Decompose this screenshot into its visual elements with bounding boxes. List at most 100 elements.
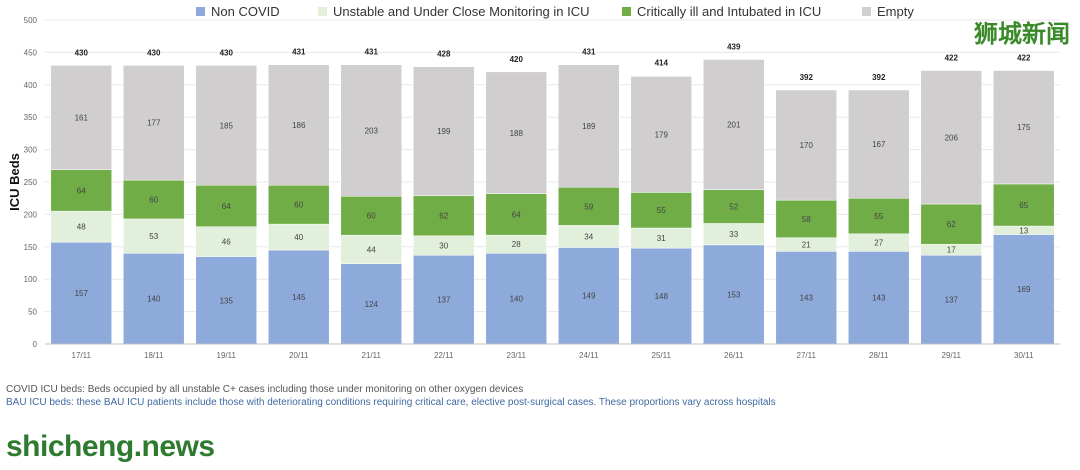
data-label: 27 xyxy=(874,239,883,248)
legend-item-empty: Empty xyxy=(862,4,914,19)
y-tick-label: 150 xyxy=(24,243,38,252)
data-label: 60 xyxy=(149,195,158,204)
data-label: 206 xyxy=(945,133,959,142)
data-label: 33 xyxy=(729,230,738,239)
bar-segment xyxy=(558,64,620,188)
x-tick-label: 17/11 xyxy=(72,351,92,360)
bar-segment xyxy=(485,253,547,345)
bar-segment xyxy=(195,184,257,227)
data-label: 40 xyxy=(294,233,303,242)
data-label: 28 xyxy=(512,240,521,249)
data-label: 65 xyxy=(1019,201,1028,210)
footnote-bau-icu-beds: BAU ICU beds: these BAU ICU patients inc… xyxy=(6,397,776,408)
data-label: 53 xyxy=(149,232,158,241)
legend-label-critical: Critically ill and Intubated in ICU xyxy=(637,4,822,19)
bar-segment xyxy=(558,247,620,345)
bar-segment xyxy=(268,249,330,345)
bar-segment xyxy=(413,66,475,196)
x-tick-label: 20/11 xyxy=(289,351,309,360)
data-label: 64 xyxy=(512,210,521,219)
y-tick-label: 300 xyxy=(24,146,38,155)
bar-segment xyxy=(340,196,402,236)
data-label: 55 xyxy=(874,212,883,221)
legend-swatch-unstable xyxy=(318,7,327,16)
total-label: 439 xyxy=(727,43,741,52)
y-tick-label: 500 xyxy=(24,16,38,25)
bar-segment xyxy=(775,251,837,345)
y-tick-label: 200 xyxy=(24,210,38,219)
icu-beds-chart: 0 50 100 150 200 250 300 350 400 450 500 ICU Beds 15… xyxy=(7,16,1060,360)
bar-segment xyxy=(485,193,547,236)
bar-segment xyxy=(340,64,402,197)
legend-item-non-covid: Non COVID xyxy=(196,4,280,19)
x-tick-label: 30/11 xyxy=(1014,351,1034,360)
total-label: 392 xyxy=(800,73,814,82)
bar-segment xyxy=(123,253,185,345)
y-tick-label: 0 xyxy=(33,340,38,349)
watermark-chinese: 狮城新闻 xyxy=(974,20,1070,48)
legend-item-critical: Critically ill and Intubated in ICU xyxy=(622,4,821,19)
bar-segment xyxy=(775,199,837,238)
data-label: 157 xyxy=(75,289,89,298)
bar-segment xyxy=(340,263,402,345)
total-label: 431 xyxy=(292,48,306,57)
bar-segment xyxy=(920,254,982,345)
watermark-shicheng-news: shicheng.news xyxy=(6,430,215,463)
data-label: 143 xyxy=(872,294,886,303)
data-label: 13 xyxy=(1019,226,1028,235)
bar-segment xyxy=(485,71,547,194)
bar-segment xyxy=(340,234,402,264)
legend-swatch-empty xyxy=(862,7,871,16)
bar-segment xyxy=(920,203,982,245)
bar-segment xyxy=(920,70,982,205)
data-label: 21 xyxy=(802,241,811,250)
x-tick-label: 19/11 xyxy=(217,351,237,360)
data-label: 175 xyxy=(1017,123,1031,132)
total-label: 431 xyxy=(582,48,596,57)
data-label: 55 xyxy=(657,206,666,215)
bar-segment xyxy=(558,186,620,226)
total-label: 430 xyxy=(147,48,161,57)
x-tick-label: 22/11 xyxy=(434,351,454,360)
bar-segment xyxy=(268,64,330,186)
bar-segment xyxy=(50,65,112,170)
bar-segment xyxy=(630,76,692,193)
data-label: 137 xyxy=(437,296,451,305)
data-label: 185 xyxy=(220,121,234,130)
bar-segment xyxy=(268,223,330,251)
x-tick-label: 29/11 xyxy=(942,351,962,360)
total-label: 431 xyxy=(365,48,379,57)
data-label: 177 xyxy=(147,119,161,128)
data-label: 203 xyxy=(365,126,379,135)
data-label: 148 xyxy=(655,292,669,301)
legend-label-empty: Empty xyxy=(877,4,914,19)
total-label: 422 xyxy=(1017,54,1031,63)
x-tick-label: 23/11 xyxy=(507,351,527,360)
data-label: 44 xyxy=(367,245,376,254)
data-label: 170 xyxy=(800,141,814,150)
y-tick-label: 50 xyxy=(28,308,37,317)
x-tick-label: 24/11 xyxy=(579,351,599,360)
data-label: 199 xyxy=(437,127,451,136)
x-tick-label: 26/11 xyxy=(724,351,744,360)
data-label: 169 xyxy=(1017,285,1031,294)
data-label: 60 xyxy=(294,201,303,210)
bar-segment xyxy=(848,197,910,235)
total-label: 414 xyxy=(655,59,669,68)
data-label: 153 xyxy=(727,290,741,299)
data-label: 46 xyxy=(222,238,231,247)
data-label: 48 xyxy=(77,223,86,232)
bar-segment xyxy=(993,70,1055,185)
bar-segment xyxy=(703,244,765,345)
data-label: 179 xyxy=(655,130,669,139)
bar-segment xyxy=(630,192,692,229)
data-label: 62 xyxy=(947,220,956,229)
x-tick-label: 28/11 xyxy=(869,351,889,360)
chart-legend: Non COVID Unstable and Under Close Monit… xyxy=(0,4,1080,22)
total-label: 428 xyxy=(437,50,451,59)
data-label: 189 xyxy=(582,122,596,131)
data-label: 52 xyxy=(729,203,738,212)
bar-segment xyxy=(993,234,1055,345)
x-tick-label: 18/11 xyxy=(144,351,164,360)
bar-segment xyxy=(413,254,475,345)
